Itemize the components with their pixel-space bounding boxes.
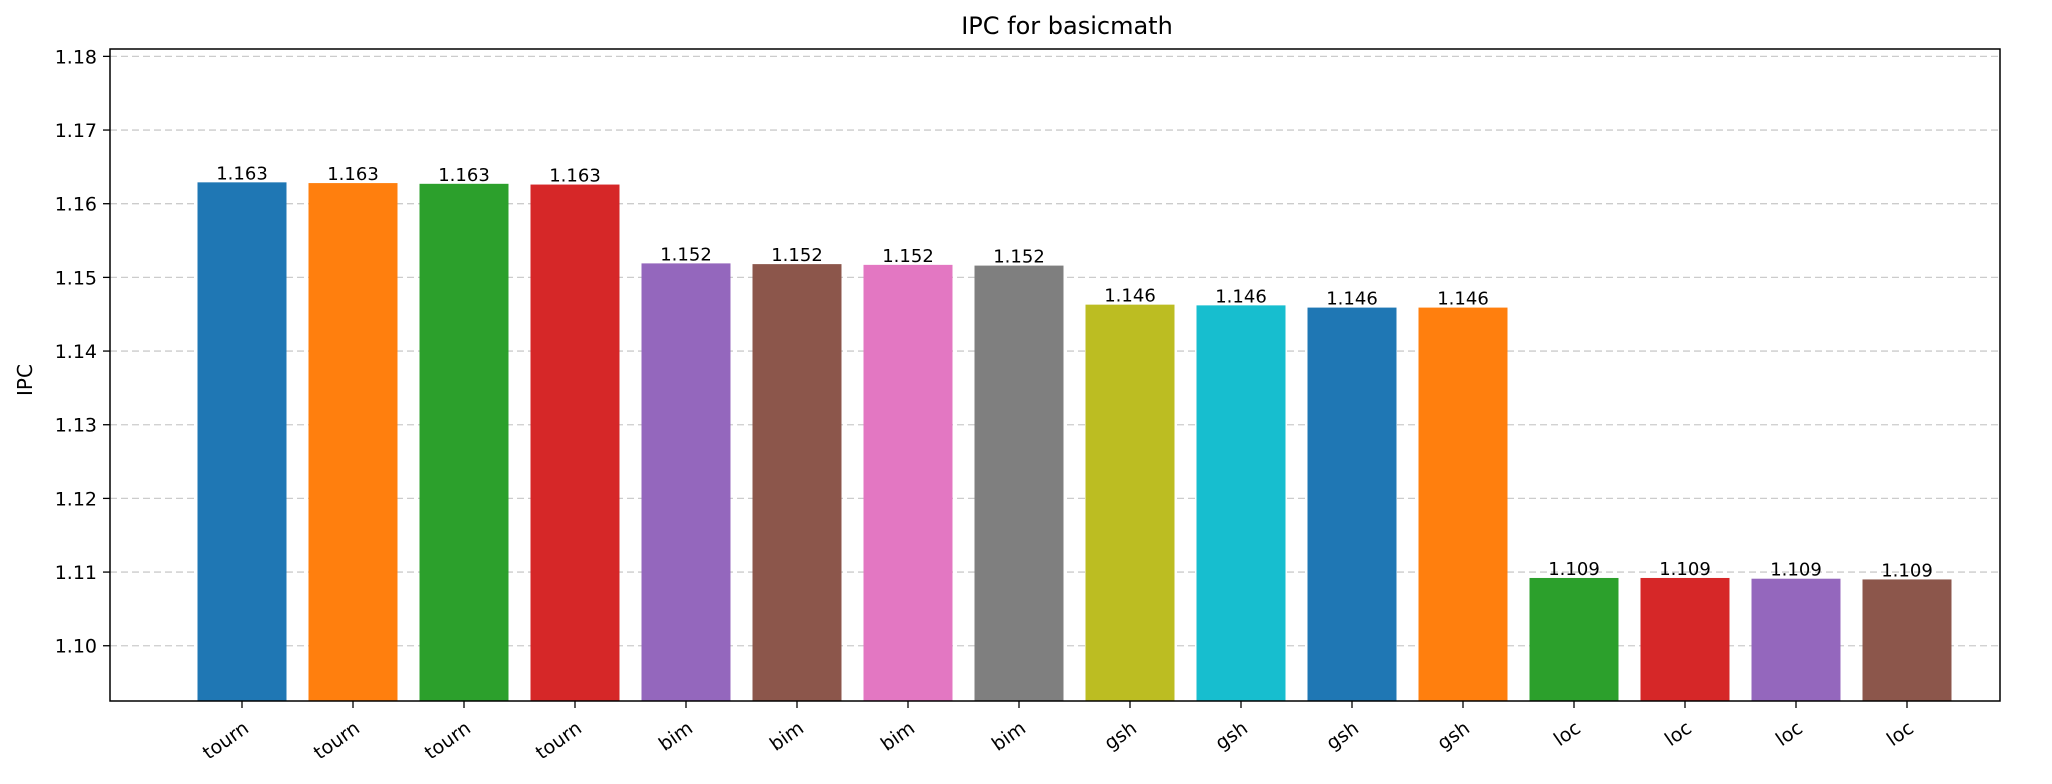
bar (1862, 579, 1952, 701)
x-tick-label: gsh (1211, 717, 1251, 755)
bar-value-label: 1.163 (438, 165, 490, 186)
x-tick-label: loc (1661, 717, 1696, 751)
x-tick-label: tourn (199, 717, 253, 764)
x-tick-label: loc (1550, 717, 1585, 751)
y-tick-label: 1.12 (55, 488, 97, 510)
bar-value-label: 1.152 (771, 245, 823, 266)
bar-value-label: 1.109 (1770, 560, 1822, 581)
x-tick-label: bim (877, 717, 919, 756)
bar (752, 264, 842, 701)
bar (863, 264, 953, 701)
bar (419, 183, 509, 702)
y-tick-label: 1.11 (55, 562, 97, 584)
x-tick-label: tourn (532, 717, 586, 764)
bar (1529, 577, 1619, 701)
bar (1418, 307, 1508, 701)
bar (1307, 307, 1397, 701)
x-tick-label: bim (766, 717, 808, 756)
y-tick-label: 1.17 (55, 120, 97, 142)
y-tick-label: 1.14 (55, 341, 97, 363)
x-tick-label: gsh (1322, 717, 1362, 755)
bar (530, 184, 620, 701)
plot-frame (109, 48, 2001, 702)
bar-value-label: 1.163 (549, 166, 601, 187)
y-tick-label: 1.16 (55, 194, 97, 216)
y-tick-label: 1.18 (55, 46, 97, 68)
bar-value-label: 1.152 (993, 247, 1045, 268)
bar-value-label: 1.109 (1548, 559, 1600, 580)
bar-value-label: 1.152 (660, 244, 712, 265)
chart-title: IPC for basicmath (961, 12, 1173, 40)
x-tick-label: tourn (310, 717, 364, 764)
bar (641, 263, 731, 701)
bar-value-label: 1.146 (1437, 289, 1489, 310)
y-tick-label: 1.10 (55, 636, 97, 658)
y-tick-label: 1.13 (55, 415, 97, 437)
x-tick-label: tourn (421, 717, 475, 764)
y-tick-label: 1.15 (55, 267, 97, 289)
bar-value-label: 1.146 (1215, 286, 1267, 307)
bar-value-label: 1.163 (327, 164, 379, 185)
x-tick-label: loc (1883, 717, 1918, 751)
bar (197, 182, 287, 701)
bar (1196, 305, 1286, 701)
bar-value-label: 1.109 (1881, 560, 1933, 581)
x-tick-label: bim (988, 717, 1030, 756)
bar-labels-group: 1.163 1.163 1.163 1.163 1.152 1.152 1.152 1.152… (216, 163, 1933, 581)
bar-value-label: 1.152 (882, 246, 934, 267)
bar (1640, 577, 1730, 701)
bar (1751, 578, 1841, 701)
x-axis-ticks: tourn tourn tourn tourn bim bim bim bim gsh gsh gs… (199, 701, 1918, 764)
bar (1085, 304, 1175, 701)
x-tick-label: bim (655, 717, 697, 756)
bar-value-label: 1.146 (1104, 286, 1156, 307)
y-axis-ticks: 1.10 1.11 1.12 1.13 1.14 1.15 1.16 1.17 1.18 (55, 46, 110, 658)
x-tick-label: gsh (1100, 717, 1140, 755)
bar-value-label: 1.146 (1326, 289, 1378, 310)
y-axis-label: IPC (13, 364, 37, 396)
bar (974, 265, 1064, 701)
x-tick-label: gsh (1433, 717, 1473, 755)
bars-group (197, 182, 1952, 702)
bar-value-label: 1.163 (216, 163, 268, 184)
x-tick-label: loc (1772, 717, 1807, 751)
bar (308, 183, 398, 701)
bar-value-label: 1.109 (1659, 559, 1711, 580)
